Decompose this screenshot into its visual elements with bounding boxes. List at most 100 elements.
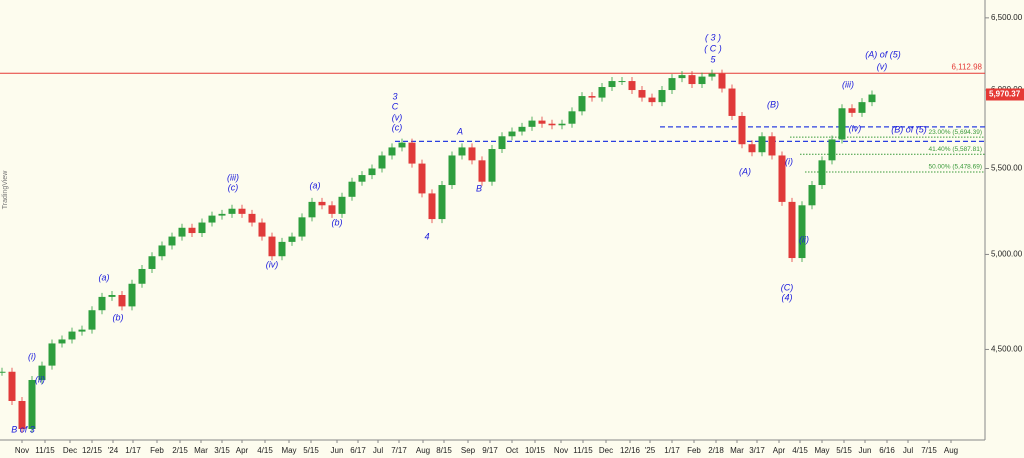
candle	[308, 201, 316, 218]
candle	[578, 96, 586, 112]
x-tick-label: 8/15	[436, 446, 452, 455]
wave-label: C	[392, 101, 399, 111]
x-tick-label: 10/15	[525, 446, 546, 455]
x-tick-label: 7/17	[391, 446, 407, 455]
candle	[648, 97, 656, 103]
x-tick-label: May	[814, 446, 829, 455]
x-tick-label: 4/15	[792, 446, 808, 455]
candle	[78, 329, 86, 332]
candle	[218, 213, 226, 216]
candle	[458, 147, 466, 156]
wave-label: (b)	[113, 312, 124, 322]
x-tick-label: 3/17	[749, 446, 765, 455]
x-tick-label: Apr	[236, 446, 249, 455]
candle	[848, 108, 856, 113]
candle	[658, 90, 666, 103]
x-tick-label: Jul	[373, 446, 383, 455]
x-tick-label: 4/15	[257, 446, 273, 455]
candle	[638, 90, 646, 98]
candle	[178, 227, 186, 237]
x-tick-label: Mar	[730, 446, 744, 455]
watermark: TradingView	[2, 170, 9, 209]
candle	[698, 76, 706, 85]
wave-label: (iv)	[266, 259, 279, 269]
y-tick-label: 5,000.00	[991, 250, 1023, 259]
candle	[8, 371, 16, 401]
candle	[248, 213, 256, 223]
x-tick-label: 7/15	[921, 446, 937, 455]
candle	[488, 149, 496, 182]
candle	[468, 147, 476, 161]
x-tick-label: May	[281, 446, 296, 455]
wave-label: ( C )	[704, 43, 722, 53]
candle	[158, 245, 166, 257]
x-tick-label: 1/17	[664, 446, 680, 455]
wave-label: (i)	[785, 156, 793, 166]
candle	[18, 400, 26, 429]
y-tick-label: 6,500.00	[991, 13, 1023, 22]
wave-label: (B)	[767, 99, 779, 109]
candle	[328, 205, 336, 214]
x-tick-label: 9/17	[482, 446, 498, 455]
x-tick-label: 12/15	[82, 446, 103, 455]
y-tick-label: 5,500.00	[991, 164, 1023, 173]
x-tick-label: Dec	[63, 446, 77, 455]
candle	[318, 201, 326, 206]
x-tick-label: 2/15	[172, 446, 188, 455]
candle	[408, 142, 416, 164]
candle	[768, 136, 776, 156]
candle	[858, 102, 866, 113]
x-tick-label: '24	[108, 446, 119, 455]
x-tick-label: Nov	[554, 446, 568, 455]
candle	[418, 163, 426, 194]
x-tick-label: 5/15	[303, 446, 319, 455]
candle	[478, 160, 486, 182]
candle	[688, 75, 696, 85]
candle	[228, 208, 236, 214]
x-tick-label: Feb	[150, 446, 164, 455]
candle	[298, 217, 306, 237]
candle	[28, 380, 36, 429]
candle	[48, 343, 56, 366]
wave-label: (ii)	[799, 234, 809, 244]
wave-label: (A) of (5)	[865, 49, 901, 59]
x-tick-label: 11/15	[573, 446, 593, 455]
x-tick-label: Dec	[599, 446, 613, 455]
wave-label: 4	[424, 231, 429, 241]
wave-label: (4)	[782, 292, 793, 302]
wave-label: 3	[392, 91, 397, 101]
high-line-label: 6,112.98	[951, 62, 982, 71]
candle	[548, 123, 556, 126]
x-tick-label: Sep	[461, 446, 476, 455]
candle	[358, 175, 366, 182]
wave-label: 5	[710, 54, 716, 64]
candle	[278, 241, 286, 257]
candle	[708, 73, 716, 77]
wave-label: (v)	[877, 61, 888, 71]
candle	[288, 236, 296, 242]
candle	[518, 126, 526, 132]
x-tick-label: 1/17	[125, 446, 141, 455]
candle	[118, 295, 126, 307]
candle	[138, 268, 146, 284]
candle	[608, 81, 616, 88]
candle	[348, 181, 356, 197]
candle	[0, 371, 6, 373]
wave-label: (A)	[739, 166, 751, 176]
candle	[498, 136, 506, 150]
x-tick-label: Mar	[194, 446, 208, 455]
candle	[398, 142, 406, 148]
x-tick-label: Jun	[331, 446, 344, 455]
candle	[588, 96, 596, 98]
candle	[598, 87, 606, 98]
wave-label: A	[456, 126, 463, 136]
wave-label: (ii)	[35, 374, 45, 384]
candle	[798, 205, 806, 259]
candle	[438, 185, 446, 220]
candle	[748, 144, 756, 153]
candle	[558, 123, 566, 126]
wave-label: (B) of (5)	[891, 124, 927, 134]
y-tick-label: 4,500.00	[991, 345, 1023, 354]
candle	[238, 208, 246, 214]
